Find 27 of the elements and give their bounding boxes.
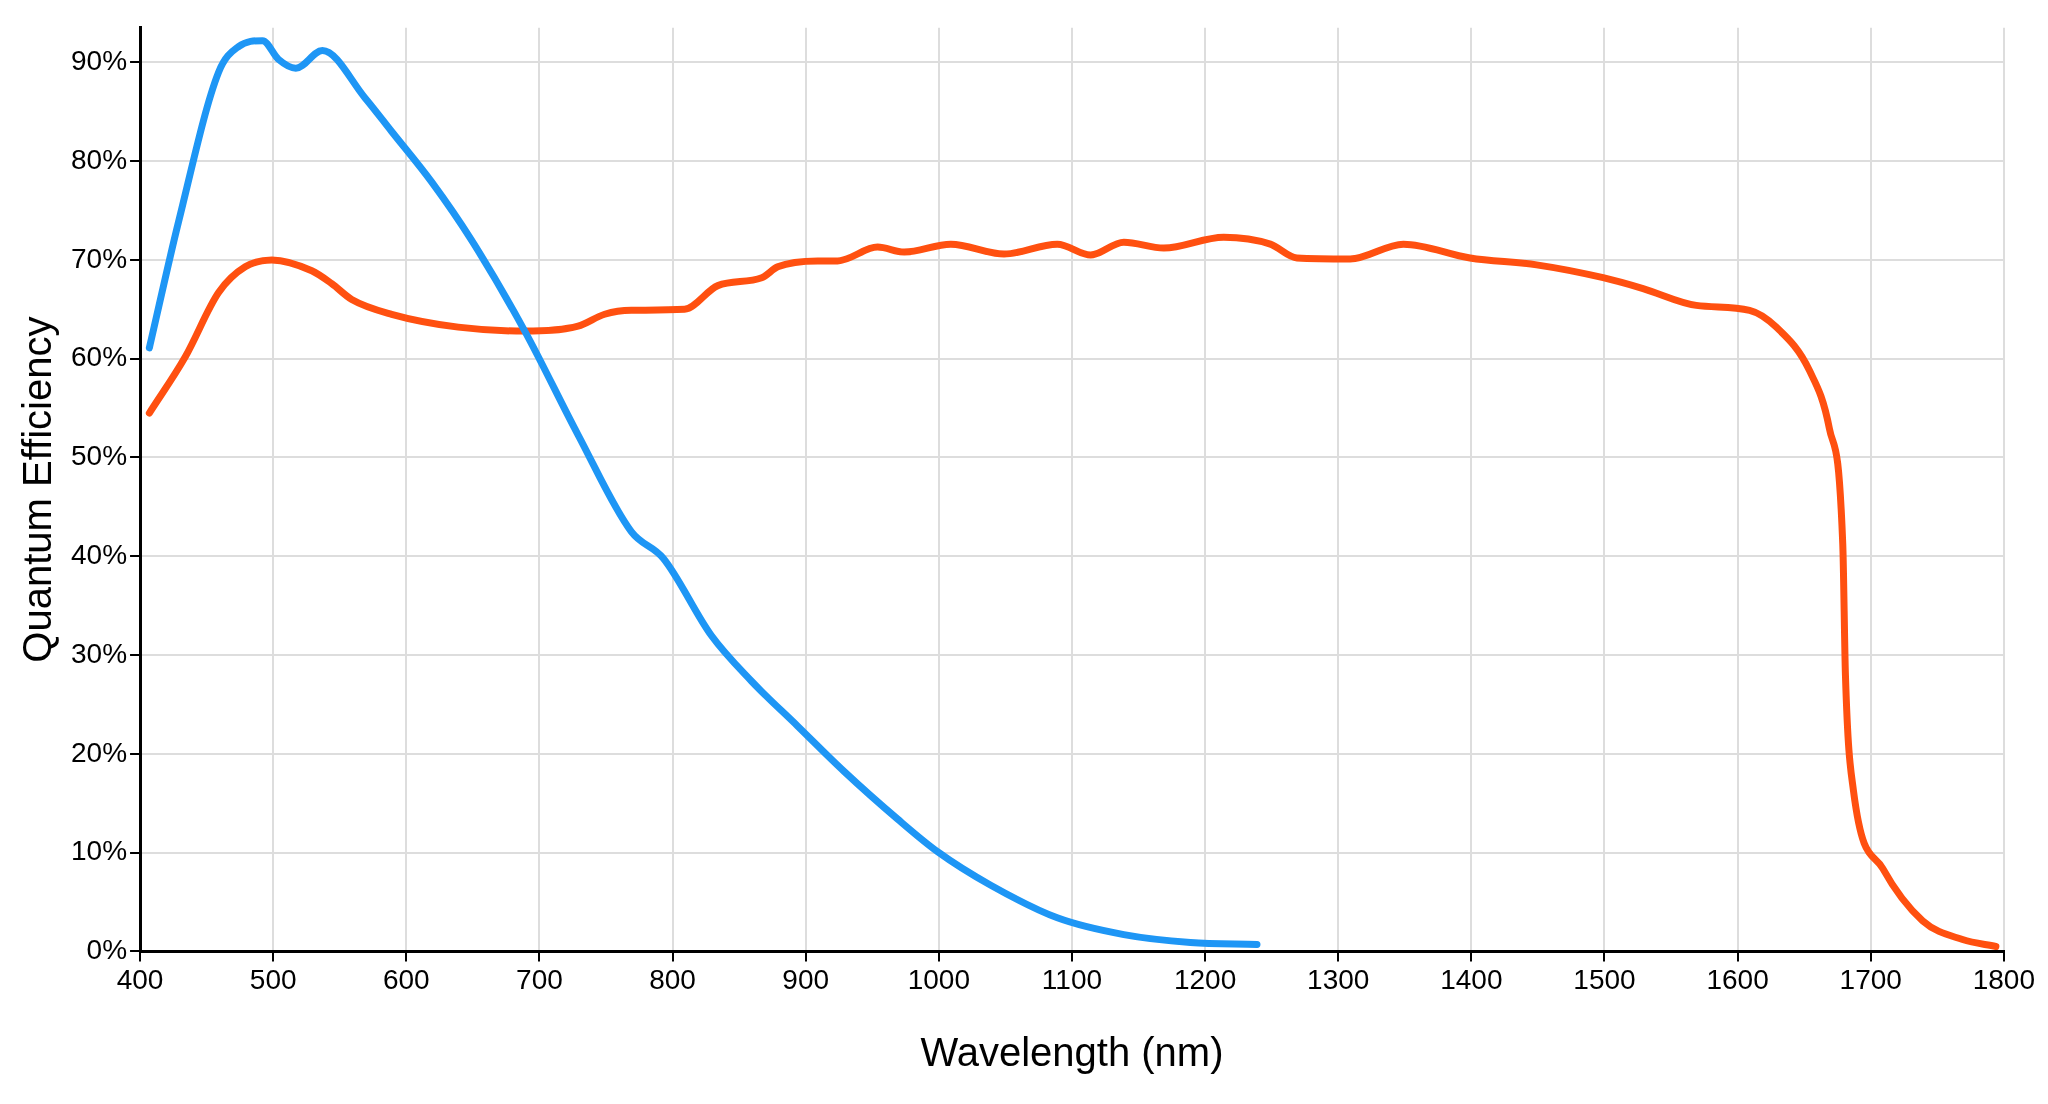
x-tick-label: 1300: [1307, 963, 1370, 995]
y-tick-label: 20%: [70, 736, 128, 768]
x-tick-label: 1800: [1972, 963, 2035, 995]
x-tick-label: 1400: [1440, 963, 1503, 995]
x-tick-label: 700: [516, 963, 563, 995]
x-axis-title: Wavelength (nm): [920, 1030, 1224, 1075]
x-tick-label: 400: [116, 963, 164, 995]
x-tick-label: 500: [249, 963, 297, 995]
x-tick-label: 1500: [1573, 963, 1636, 995]
y-axis-title: Quantum Efficiency: [15, 316, 60, 663]
y-tick-label: 60%: [70, 341, 128, 373]
x-tick-label: 800: [649, 963, 696, 995]
x-tick-label: 900: [782, 963, 830, 995]
x-tick-label: 1000: [907, 963, 970, 995]
y-tick-label: 70%: [70, 242, 128, 274]
y-tick-label: 50%: [70, 440, 128, 472]
x-tick-label: 1600: [1706, 963, 1769, 995]
y-tick-label: 40%: [70, 539, 128, 570]
x-tick-label: 1200: [1173, 963, 1237, 995]
y-tick-label: 30%: [70, 637, 128, 669]
y-tick-label: 90%: [70, 45, 128, 77]
y-tick-label: 10%: [70, 835, 128, 867]
x-tick-label: 1700: [1839, 963, 1902, 995]
x-tick-label: 1100: [1041, 963, 1103, 995]
y-tick-label: 0%: [86, 934, 128, 966]
x-tick-label: 600: [382, 963, 430, 995]
y-tick-label: 80%: [70, 143, 128, 175]
